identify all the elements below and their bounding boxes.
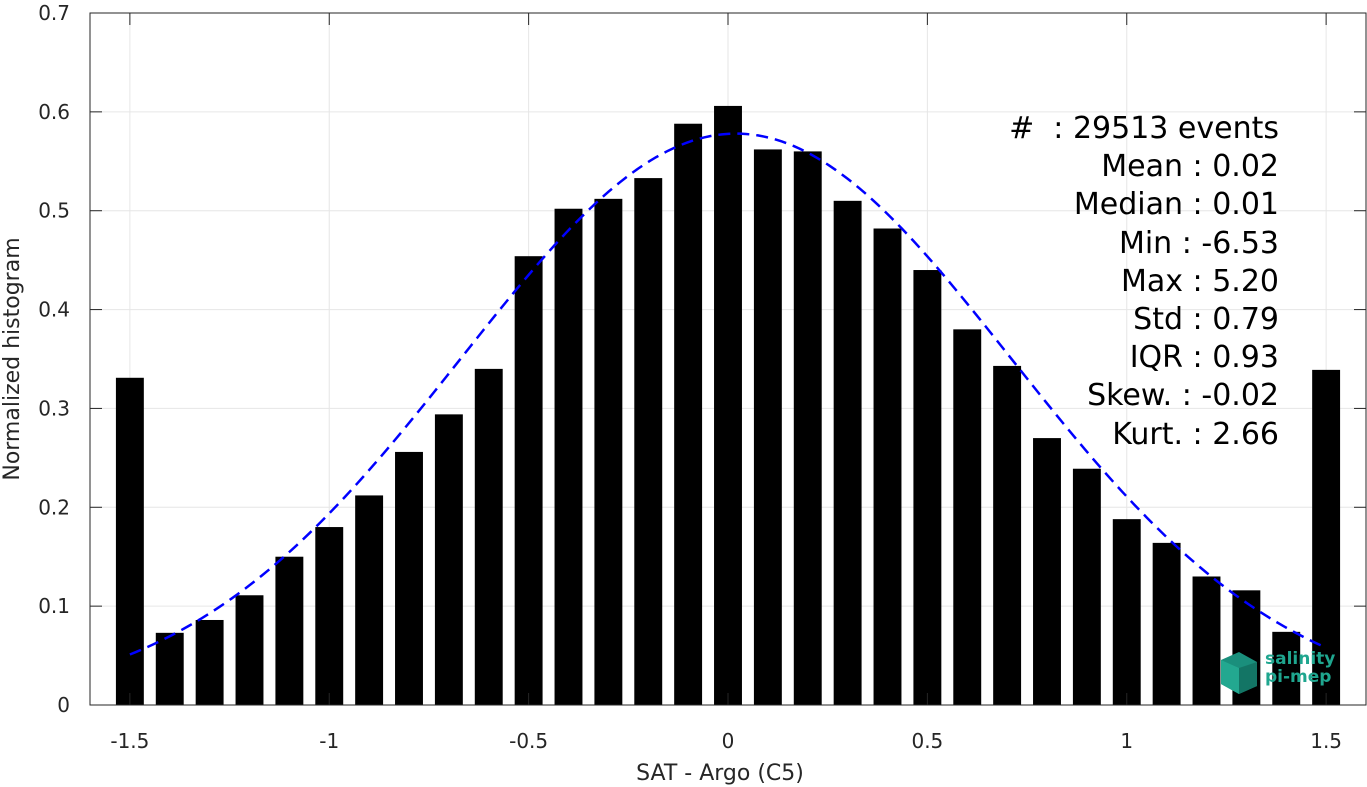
x-tick-label: 1 (1120, 729, 1133, 753)
histogram-bar (953, 329, 982, 705)
statistics-box: # : 29513 events Mean : 0.02 Median : 0.01… (1009, 110, 1279, 454)
histogram-bar (1112, 519, 1141, 705)
y-tick-label: 0.5 (38, 199, 70, 223)
histogram-bar (554, 208, 583, 706)
y-axis-label: Normalized histogram (0, 237, 25, 480)
histogram-bar (993, 365, 1022, 705)
stat-line: Median : 0.01 (1073, 187, 1279, 223)
histogram-bar (833, 200, 862, 706)
y-tick-label: 0.2 (38, 495, 70, 519)
histogram-bar (1192, 576, 1221, 705)
histogram-bar (1033, 438, 1061, 705)
x-tick-label: -1.5 (110, 729, 149, 753)
histogram-bar (315, 527, 344, 705)
logo-line1: salinity (1265, 649, 1336, 669)
stat-line: IQR : 0.93 (1129, 340, 1279, 376)
stat-line: Std : 0.79 (1133, 302, 1279, 338)
bars (115, 105, 1341, 706)
stat-line: Kurt. : 2.66 (1112, 416, 1279, 452)
y-tick-label: 0.3 (38, 396, 70, 420)
histogram-bar (1312, 369, 1341, 705)
histogram-bar (115, 377, 144, 705)
y-tick-label: 0.7 (38, 1, 70, 25)
y-tick-labels: 0 0.1 0.2 0.3 0.4 0.5 0.6 0.7 (38, 1, 70, 717)
histogram-bar (913, 270, 942, 705)
stat-line: Min : -6.53 (1118, 225, 1279, 261)
histogram-bar (873, 228, 902, 705)
salinity-pimep-logo: salinity pi-mep (1217, 648, 1347, 696)
histogram-bar (1152, 542, 1181, 705)
histogram-bar (155, 632, 184, 705)
logo-line2: pi-mep (1265, 667, 1332, 687)
histogram-bar (714, 105, 742, 705)
histogram-bar (674, 123, 703, 706)
stat-line: # : 29513 events (1009, 111, 1279, 146)
histogram-bar (634, 178, 663, 705)
y-tick-label: 0.4 (38, 298, 70, 322)
stat-line: Skew. : -0.02 (1087, 378, 1279, 414)
x-tick-label: -0.5 (509, 729, 548, 753)
histogram-bar (514, 256, 543, 705)
histogram-bar (594, 198, 623, 705)
histogram-bar (1072, 468, 1101, 705)
x-axis-label: SAT - Argo (C5) (636, 761, 804, 786)
tick-marks (90, 12, 1366, 706)
histogram-bar (395, 451, 423, 705)
x-tick-label: 1.5 (1310, 729, 1342, 753)
histogram-bar (355, 495, 384, 705)
histogram-bar (753, 149, 782, 705)
histogram-bar (235, 595, 264, 705)
logo-cube-icon (1221, 652, 1257, 694)
histogram-bar (793, 151, 822, 705)
histogram-bar (434, 414, 463, 705)
histogram-bar (1272, 631, 1301, 705)
x-tick-labels: -1.5 -1 -0.5 0 0.5 1 1.5 (110, 729, 1342, 753)
x-tick-label: 0.5 (911, 729, 943, 753)
histogram-bar (474, 368, 503, 705)
stat-line: Mean : 0.02 (1101, 149, 1279, 185)
y-tick-label: 0.6 (38, 100, 70, 124)
x-tick-label: 0 (722, 729, 735, 753)
x-tick-label: -1 (319, 729, 339, 753)
histogram-bar (275, 556, 304, 705)
stat-line: Max : 5.20 (1121, 263, 1279, 299)
gaussian-fit-curve (129, 132, 1327, 656)
y-tick-label: 0.1 (38, 594, 70, 618)
y-tick-label: 0 (57, 693, 70, 717)
histogram-bar (195, 619, 224, 705)
